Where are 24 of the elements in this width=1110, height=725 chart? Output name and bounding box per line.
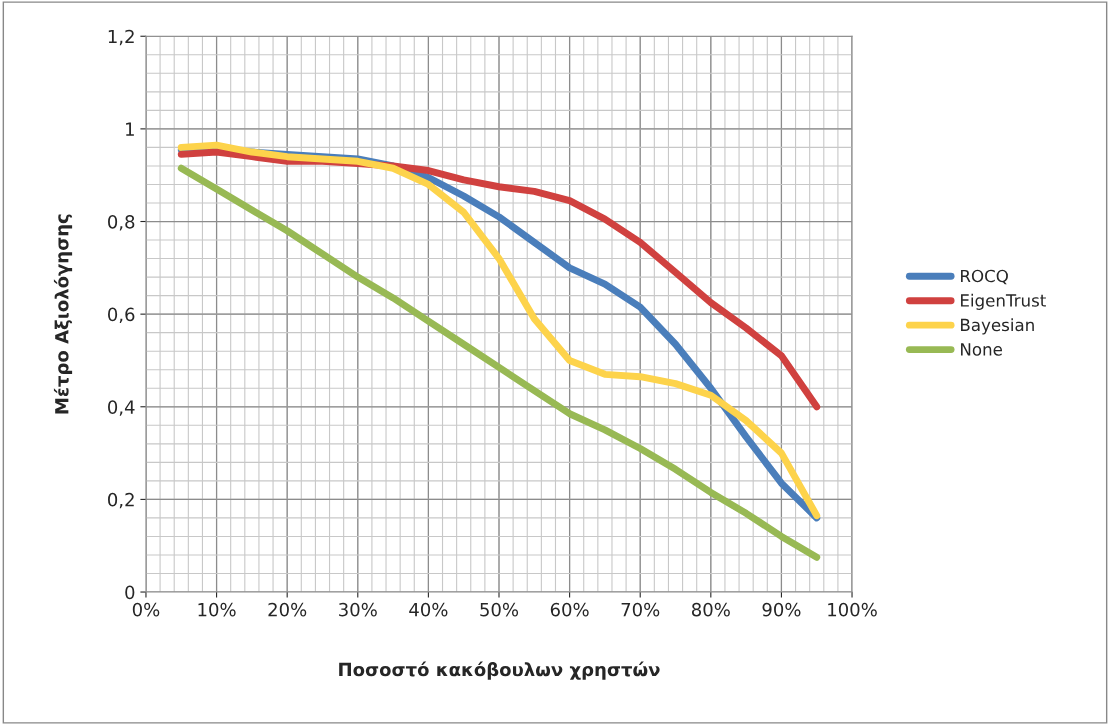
legend-label: Bayesian <box>961 318 1034 335</box>
y-tick-label: 0,4 <box>108 400 135 416</box>
x-tick-label: 60% <box>550 602 589 617</box>
x-tick-label: 10% <box>198 602 236 617</box>
y-tick-label: 0 <box>125 585 135 600</box>
x-tick-label: 80% <box>691 602 730 617</box>
x-tick-label: 0% <box>132 602 160 617</box>
x-tick-label: 90% <box>762 602 801 617</box>
x-tick-label: 70% <box>621 602 660 617</box>
x-tick-label: 20% <box>268 602 307 617</box>
y-tick-label: 1,2 <box>108 29 134 46</box>
legend-label: EigenTrust <box>961 293 1046 310</box>
y-axis-title: Μέτρο Αξιολόγησης <box>53 214 73 414</box>
x-axis-title: Ποσοστό κακόβουλων χρηστών <box>339 661 660 680</box>
y-tick-label: 0,8 <box>108 214 135 231</box>
x-tick-label: 30% <box>339 602 377 617</box>
y-tick-label: 1 <box>126 122 134 136</box>
legend-label: ROCQ <box>961 269 1008 285</box>
y-tick-label: 0,2 <box>108 492 134 509</box>
y-tick-label: 0,6 <box>108 307 135 324</box>
x-tick-label: 40% <box>409 602 448 617</box>
legend-label: None <box>961 343 1002 356</box>
x-tick-label: 100% <box>828 602 877 617</box>
x-tick-label: 50% <box>480 602 519 617</box>
